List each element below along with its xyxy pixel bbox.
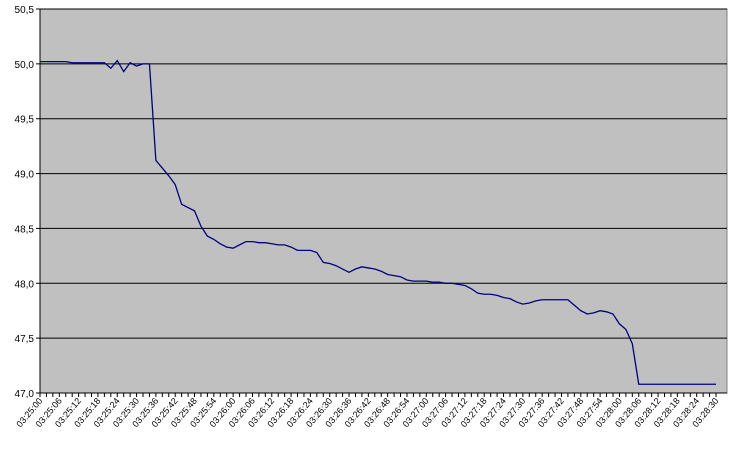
- y-tick-label: 49,5: [15, 115, 35, 126]
- y-tick-label: 49,0: [15, 170, 35, 181]
- y-tick-label: 50,5: [15, 5, 35, 16]
- y-tick-label: 48,5: [15, 224, 35, 235]
- y-tick-label: 50,0: [15, 60, 35, 71]
- y-tick-label: 47,0: [15, 389, 35, 400]
- y-tick-label: 48,0: [15, 279, 35, 290]
- y-tick-label: 47,5: [15, 334, 35, 345]
- plot-area: [39, 8, 728, 394]
- data-line: [40, 59, 716, 385]
